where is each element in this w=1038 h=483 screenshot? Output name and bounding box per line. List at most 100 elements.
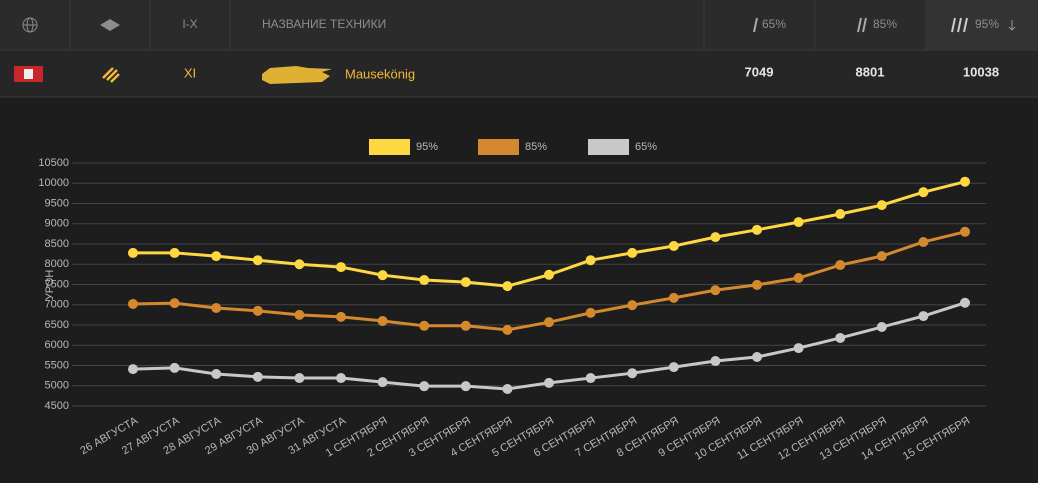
data-point [377, 270, 388, 281]
y-tick-label: 9000 [45, 218, 69, 230]
data-point [211, 302, 222, 313]
data-point [793, 217, 804, 228]
y-tick-label: 6000 [45, 339, 69, 351]
col-65-header[interactable]: 65% [762, 17, 786, 31]
y-tick-label: 10500 [38, 157, 69, 169]
col-85-header[interactable]: 85% [873, 17, 897, 31]
data-point [585, 373, 596, 384]
data-point [294, 259, 305, 270]
sorted-column[interactable] [926, 0, 1038, 50]
data-point [169, 298, 180, 309]
col-95-header[interactable]: 95% [975, 17, 999, 31]
data-point [502, 324, 513, 335]
data-point [752, 224, 762, 235]
y-tick-label: 8000 [45, 258, 69, 270]
data-point [835, 332, 846, 343]
data-point [252, 371, 263, 382]
slash-icon [951, 17, 968, 33]
data-point [876, 200, 887, 211]
separators [0, 0, 1038, 98]
name-header[interactable]: НАЗВАНИЕ ТЕХНИКИ [262, 17, 386, 31]
y-tick-label: 9500 [45, 197, 69, 209]
y-tick-label: 8500 [45, 238, 69, 250]
data-point [169, 362, 180, 373]
slash-icon [753, 17, 758, 33]
legend-label[interactable]: 65% [635, 141, 657, 153]
data-point [918, 236, 929, 247]
data-point [960, 176, 970, 187]
data-point [544, 377, 554, 388]
data-point [960, 226, 970, 237]
data-point [835, 260, 846, 271]
data-point [918, 187, 929, 198]
data-point [252, 305, 263, 316]
data-point [419, 320, 430, 331]
nation-icon[interactable] [22, 17, 38, 33]
data-point [544, 317, 554, 328]
data-point [668, 241, 679, 252]
legend-swatch [478, 139, 519, 155]
data-point [128, 298, 138, 309]
value-85: 8801 [856, 64, 885, 79]
data-point [835, 209, 846, 220]
flag-icon [14, 66, 43, 82]
data-point [876, 322, 887, 333]
data-point [128, 247, 138, 258]
y-tick-label: 5000 [45, 380, 69, 392]
class-icon [102, 67, 120, 83]
y-tick-label: 5500 [45, 359, 69, 371]
data-point [627, 300, 638, 311]
slash-icon [857, 17, 867, 33]
data-point [336, 311, 346, 322]
tier-header[interactable]: I-X [182, 17, 197, 31]
y-tick-label: 4500 [45, 400, 69, 412]
data-point [252, 255, 263, 266]
data-point [876, 251, 887, 262]
data-point [211, 369, 222, 380]
vehicle-name[interactable]: Mausekönig [345, 66, 415, 81]
data-point [710, 232, 721, 243]
data-point [585, 255, 596, 266]
data-point [502, 383, 513, 394]
data-point [918, 311, 929, 322]
data-point [585, 307, 596, 318]
sort-arrow [1008, 20, 1016, 31]
legend-label[interactable]: 85% [525, 141, 547, 153]
data-point [294, 309, 305, 320]
data-point [502, 281, 513, 292]
data-point [169, 247, 180, 258]
data-point [627, 247, 638, 258]
value-65: 7049 [745, 64, 774, 79]
legend-swatch [369, 139, 410, 155]
data-point [793, 343, 804, 354]
legend-label[interactable]: 95% [416, 141, 438, 153]
data-point [544, 269, 554, 280]
y-axis-label: УРОН [44, 270, 56, 301]
data-point [668, 292, 679, 303]
data-point [419, 275, 430, 286]
data-point [460, 320, 471, 331]
data-point [752, 279, 762, 290]
data-point [627, 368, 638, 379]
table-row[interactable] [0, 50, 1038, 97]
data-point [419, 381, 430, 392]
tier: XI [184, 65, 196, 80]
y-tick-label: 7500 [45, 278, 69, 290]
data-point [460, 381, 471, 392]
data-point [377, 377, 388, 388]
value-95: 10038 [963, 64, 999, 79]
data-point [460, 277, 471, 288]
data-point [960, 297, 970, 308]
tank-icon [262, 66, 332, 84]
data-point [211, 251, 222, 262]
data-point [668, 362, 679, 373]
data-point [294, 373, 305, 384]
data-point [128, 364, 138, 375]
y-tick-label: 7000 [45, 299, 69, 311]
y-tick-label: 6500 [45, 319, 69, 331]
data-point [752, 351, 762, 362]
y-tick-label: 10000 [38, 177, 69, 189]
data-point [336, 262, 346, 273]
type-icon[interactable] [100, 19, 120, 31]
